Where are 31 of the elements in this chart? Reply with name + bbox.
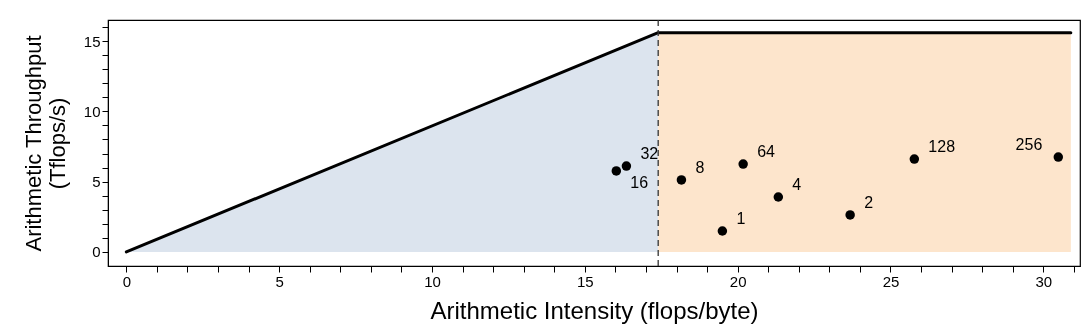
x-tick-label: 0 <box>122 272 132 290</box>
annotation: 64 <box>757 143 776 161</box>
y-tick-label: 15 <box>83 32 101 50</box>
x-tick-label: 5 <box>275 272 284 290</box>
y-tick-label: 5 <box>92 173 101 191</box>
point <box>909 154 920 164</box>
x-tick-label: 25 <box>882 272 900 290</box>
annotation: 4 <box>792 175 802 193</box>
x-tick-label: 15 <box>576 272 594 290</box>
point <box>845 210 855 220</box>
annotation: 32 <box>640 145 659 163</box>
annotation: 1 <box>736 210 746 227</box>
point <box>621 161 632 171</box>
x-tick-label: 30 <box>1035 272 1053 290</box>
y-axis-title: Arithmetic Throughput (Tflops/s) <box>20 35 70 252</box>
annotation: 16 <box>630 173 649 191</box>
point <box>676 175 687 185</box>
annotation: 8 <box>695 158 705 176</box>
point <box>738 159 748 169</box>
annotation: 2 <box>864 193 874 211</box>
point <box>773 192 784 202</box>
annotation: 128 <box>928 138 956 156</box>
y-tick-label: 0 <box>92 243 101 261</box>
y-tick-label: 10 <box>83 102 101 120</box>
point <box>611 166 622 176</box>
x-axis-title: Arithmetic Intensity (flops/byte) <box>430 296 759 324</box>
x-tick-label: 20 <box>729 272 747 290</box>
point <box>1053 152 1064 162</box>
annotation: 256 <box>1015 136 1043 154</box>
point <box>717 226 728 236</box>
x-tick-label: 10 <box>424 272 441 290</box>
